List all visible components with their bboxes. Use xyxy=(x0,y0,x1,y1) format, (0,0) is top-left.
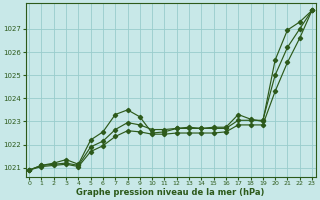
X-axis label: Graphe pression niveau de la mer (hPa): Graphe pression niveau de la mer (hPa) xyxy=(76,188,265,197)
